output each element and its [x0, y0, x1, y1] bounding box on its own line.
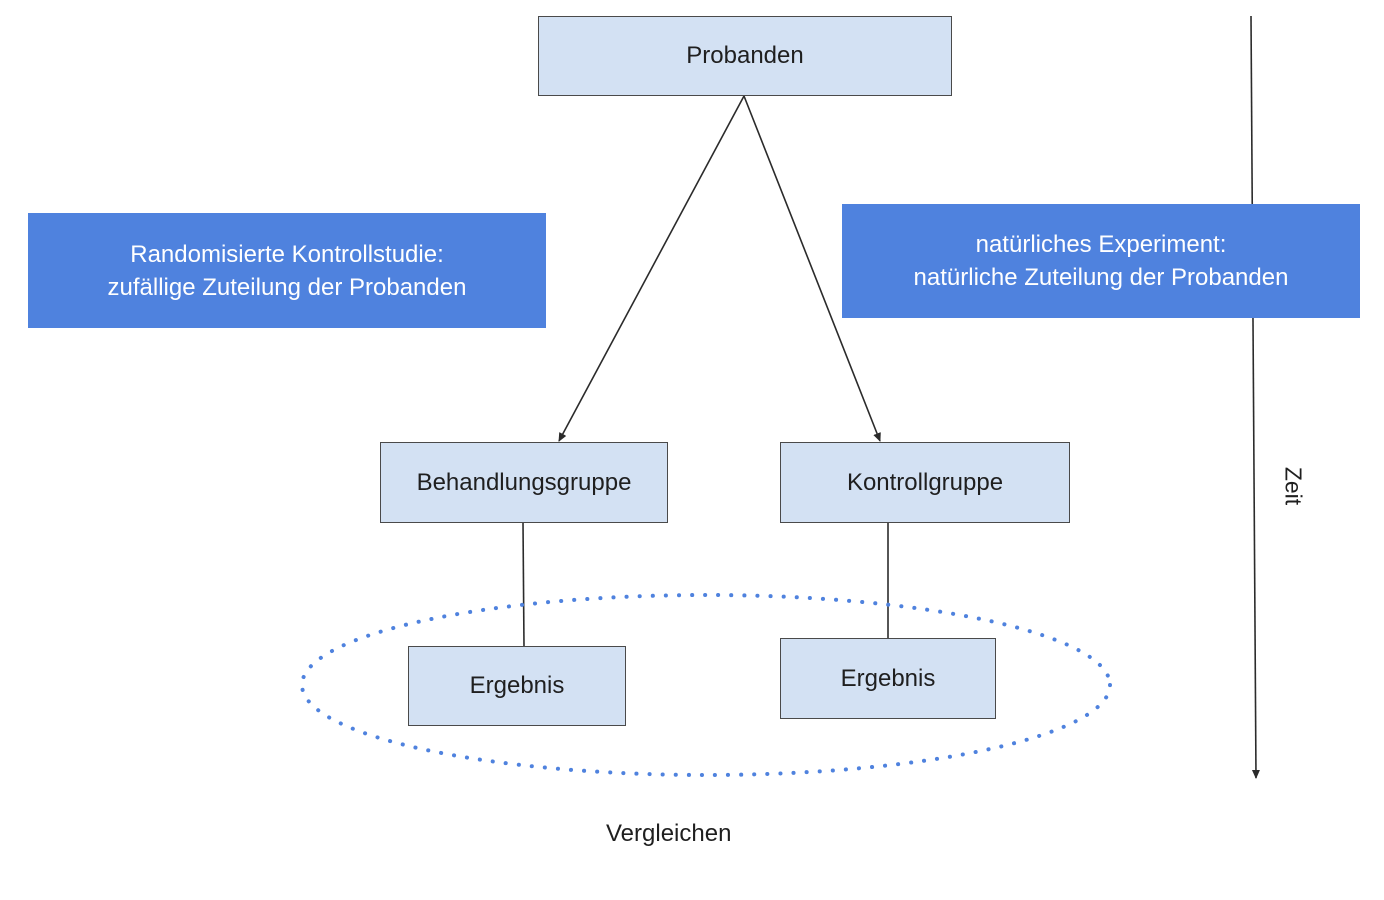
control-outcome-label: Ergebnis: [840, 664, 936, 692]
natural-experiment-note: natürliches Experiment: natürliche Zutei…: [842, 204, 1360, 318]
treatment-outcome-label: Ergebnis: [469, 672, 565, 699]
comparison-ellipse: [300, 593, 1112, 777]
treatment-outcome-node: Ergebnis: [408, 646, 626, 726]
randomized-note-line-1: Randomisierte Kontrollstudie:: [130, 240, 444, 268]
treatment-group-label: Behandlungsgruppe: [416, 468, 632, 496]
treatment-group-node: Behandlungsgruppe: [380, 442, 668, 523]
control-outcome-node: Ergebnis: [780, 638, 996, 719]
randomized-study-note: Randomisierte Kontrollstudie: zufällige …: [28, 213, 546, 328]
root-node-probanden: Probanden: [538, 16, 952, 96]
natural-note-line-2: natürliche Zuteilung der Probanden: [913, 264, 1289, 291]
compare-label: Vergleichen: [606, 820, 732, 847]
arrow-to-treatment-group: [558, 95, 745, 442]
arrow-to-control-group: [743, 95, 881, 442]
time-axis-label: Zeit: [1280, 466, 1307, 506]
control-group-label: Kontrollgruppe: [846, 468, 1004, 496]
control-group-node: Kontrollgruppe: [780, 442, 1070, 523]
line-treatment-to-outcome: [522, 521, 525, 648]
time-axis-arrow: [1250, 15, 1260, 779]
root-node-label: Probanden: [686, 42, 804, 69]
randomized-note-line-2: zufällige Zuteilung der Probanden: [107, 273, 467, 301]
natural-note-line-1: natürliches Experiment:: [975, 231, 1227, 258]
